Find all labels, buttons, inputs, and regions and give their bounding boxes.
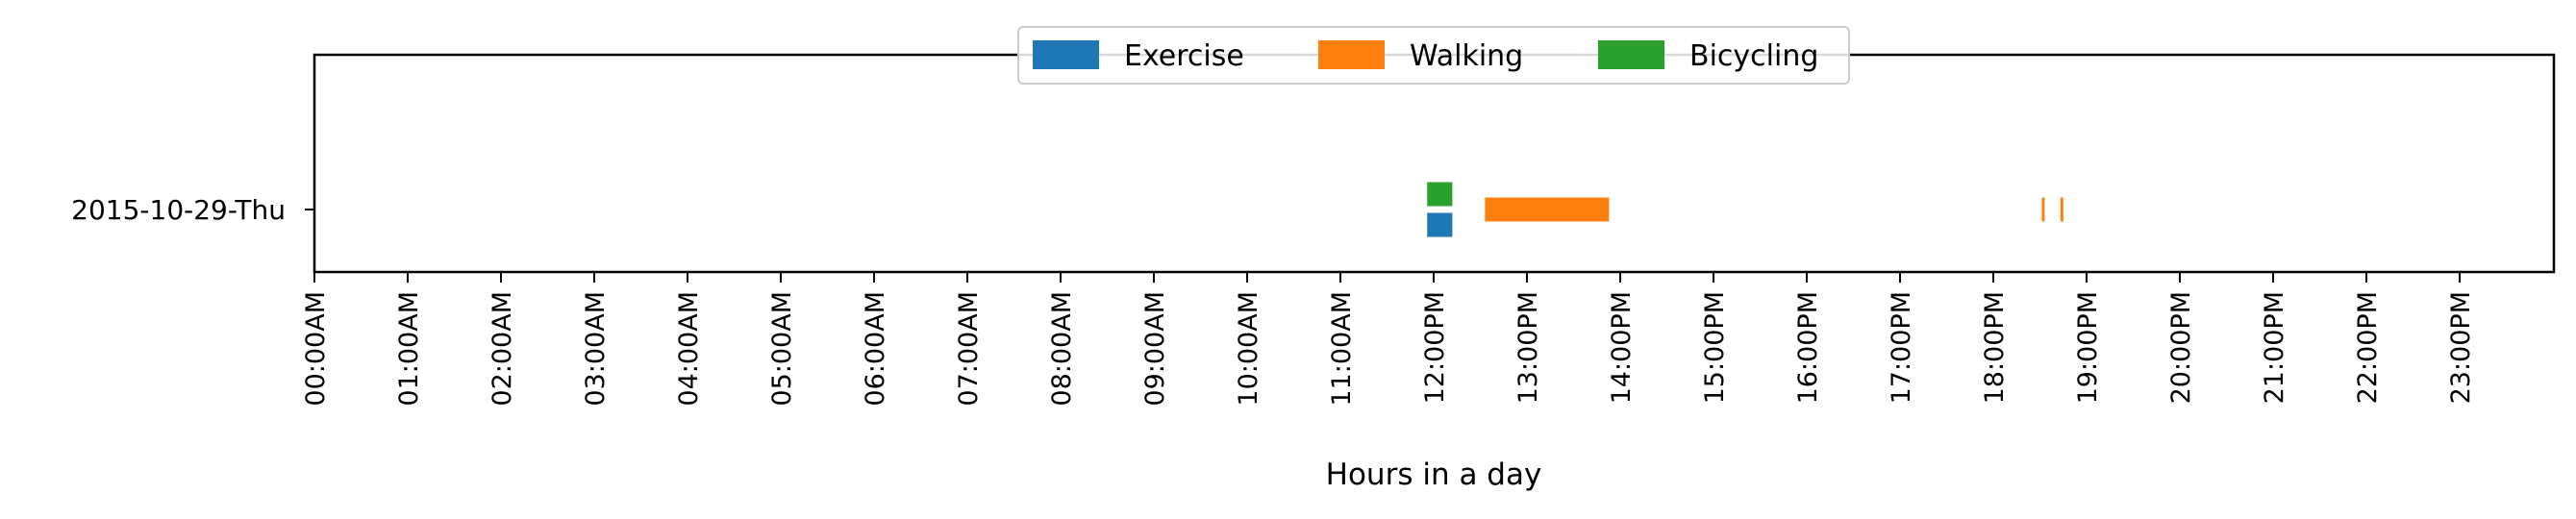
- x-tick-label: 17:00PM: [1887, 291, 1916, 404]
- legend-swatch: [1318, 40, 1385, 69]
- x-tick-label: 06:00AM: [861, 291, 890, 407]
- x-tick-label: 22:00PM: [2353, 291, 2383, 404]
- x-tick-label: 00:00AM: [301, 291, 331, 407]
- x-tick-label: 19:00PM: [2073, 291, 2103, 404]
- legend-label: Bicycling: [1689, 39, 1818, 73]
- x-tick-label: 12:00PM: [1420, 291, 1450, 404]
- x-tick-label: 10:00AM: [1234, 291, 1263, 407]
- x-tick-label: 20:00PM: [2166, 291, 2196, 404]
- x-axis-label: Hours in a day: [1326, 457, 1542, 492]
- legend-label: Exercise: [1124, 39, 1244, 73]
- bar-bicycling: [1427, 182, 1453, 207]
- x-tick-label: 18:00PM: [1980, 291, 2010, 404]
- x-axis: 00:00AM 01:00AM 02:00AM 03:00AM 04:00AM 05:00…: [301, 272, 2476, 407]
- x-tick-label: 09:00AM: [1140, 291, 1170, 407]
- legend-swatch: [1033, 40, 1099, 69]
- x-tick-label: 03:00AM: [581, 291, 611, 407]
- x-tick-label: 01:00AM: [394, 291, 424, 407]
- bar-exercise: [1427, 212, 1453, 237]
- x-tick-label: 13:00PM: [1513, 291, 1543, 404]
- bar-walking: [2041, 197, 2045, 222]
- x-tick-label: 15:00PM: [1700, 291, 1730, 404]
- legend: Exercise Walking Bicycling: [1017, 26, 1850, 85]
- x-tick-label: 21:00PM: [2260, 291, 2289, 404]
- y-axis: 2015-10-29-Thu: [71, 194, 314, 226]
- x-tick-label: 16:00PM: [1793, 291, 1823, 404]
- plot-area: [313, 53, 2556, 274]
- x-tick-label: 11:00AM: [1327, 291, 1357, 407]
- y-tick-label: 2015-10-29-Thu: [71, 194, 286, 226]
- x-tick-label: 05:00AM: [767, 291, 797, 407]
- x-tick-label: 08:00AM: [1047, 291, 1077, 407]
- legend-swatch: [1598, 40, 1664, 69]
- bar-walking: [2060, 197, 2063, 222]
- x-tick-label: 07:00AM: [954, 291, 984, 407]
- x-tick-label: 04:00AM: [674, 291, 704, 407]
- legend-label: Walking: [1410, 39, 1523, 73]
- bar-walking: [1485, 197, 1610, 222]
- x-tick-label: 14:00PM: [1607, 291, 1637, 404]
- bars-layer: [1427, 182, 2063, 237]
- x-tick-label: 02:00AM: [488, 291, 517, 407]
- x-tick-label: 23:00PM: [2446, 291, 2476, 404]
